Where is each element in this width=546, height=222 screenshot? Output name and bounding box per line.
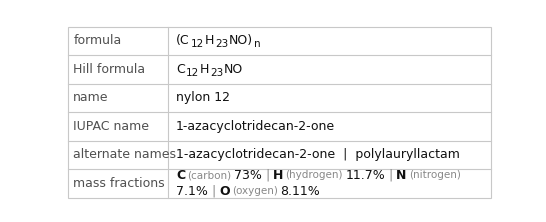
Text: NO): NO) — [229, 34, 253, 47]
Text: 23: 23 — [210, 68, 223, 78]
Text: nylon 12: nylon 12 — [176, 91, 230, 104]
Text: (nitrogen): (nitrogen) — [409, 170, 461, 180]
Text: O: O — [219, 185, 230, 198]
Text: formula: formula — [73, 34, 122, 47]
Text: (hydrogen): (hydrogen) — [286, 170, 343, 180]
Text: 7.1%: 7.1% — [176, 185, 208, 198]
Text: |: | — [265, 169, 270, 182]
Text: NO: NO — [224, 63, 244, 76]
Text: n: n — [254, 39, 260, 49]
Text: 8.11%: 8.11% — [280, 185, 320, 198]
Text: Hill formula: Hill formula — [73, 63, 145, 76]
Text: name: name — [73, 91, 109, 104]
Text: |: | — [389, 169, 393, 182]
Text: alternate names: alternate names — [73, 148, 176, 161]
Text: mass fractions: mass fractions — [73, 177, 165, 190]
Text: IUPAC name: IUPAC name — [73, 120, 149, 133]
Text: 1-azacyclotridecan-2-one: 1-azacyclotridecan-2-one — [176, 120, 335, 133]
Text: (carbon): (carbon) — [187, 170, 232, 180]
Text: 23: 23 — [215, 39, 228, 49]
Text: 12: 12 — [186, 68, 199, 78]
Text: C: C — [176, 63, 185, 76]
Text: (C: (C — [176, 34, 190, 47]
Text: (oxygen): (oxygen) — [232, 186, 278, 196]
Text: C: C — [176, 169, 185, 182]
Text: |: | — [211, 185, 216, 198]
Text: H: H — [273, 169, 283, 182]
Text: 12: 12 — [191, 39, 204, 49]
Text: H: H — [205, 34, 214, 47]
Text: H: H — [200, 63, 209, 76]
Text: 73%: 73% — [234, 169, 262, 182]
Text: 1-azacyclotridecan-2-one  |  polylauryllactam: 1-azacyclotridecan-2-one | polylauryllac… — [176, 148, 460, 161]
Text: N: N — [396, 169, 407, 182]
Text: 11.7%: 11.7% — [346, 169, 385, 182]
